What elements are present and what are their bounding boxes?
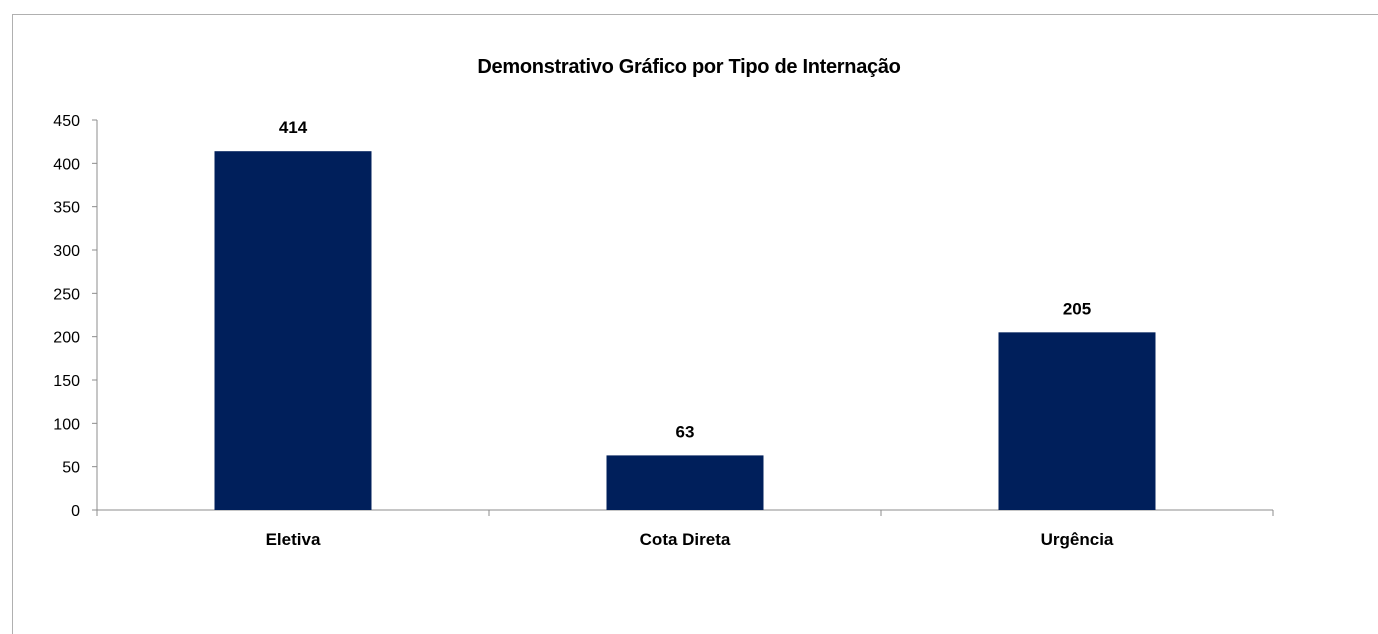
y-tick-label: 200	[53, 330, 80, 347]
y-tick-label: 100	[53, 416, 80, 433]
x-category-label: Cota Direta	[640, 530, 731, 549]
y-axis: 0 50 100 150 200 250 300 350 400 450	[53, 113, 98, 520]
y-tick-label: 150	[53, 373, 80, 390]
bar-value-label: 414	[279, 118, 308, 137]
x-category-label: Urgência	[1041, 530, 1114, 549]
chart-frame	[12, 14, 1378, 634]
bar-cota-direta	[606, 455, 764, 510]
bar-urgência	[998, 332, 1156, 510]
y-tick-label: 300	[53, 243, 80, 260]
y-tick-label: 450	[53, 113, 80, 130]
bar-value-label: 63	[676, 422, 695, 441]
bar-value-label: 205	[1063, 299, 1091, 318]
chart-title: Demonstrativo Gráfico por Tipo de Intern…	[477, 56, 901, 78]
y-tick-label: 50	[62, 460, 80, 477]
bar-chart: 0 50 100 150 200 250 300 350 400 450 Eletiva Cota …	[53, 113, 1274, 549]
x-axis: Eletiva Cota Direta Urgência	[96, 509, 1274, 549]
y-tick-label: 350	[53, 200, 80, 217]
y-tick-label: 400	[53, 156, 80, 173]
data-labels: 414 63 205	[279, 118, 1091, 441]
bars	[214, 151, 1156, 510]
y-tick-label: 250	[53, 286, 80, 303]
y-tick-label: 0	[71, 503, 80, 520]
bar-eletiva	[214, 151, 372, 510]
x-category-label: Eletiva	[266, 530, 321, 549]
